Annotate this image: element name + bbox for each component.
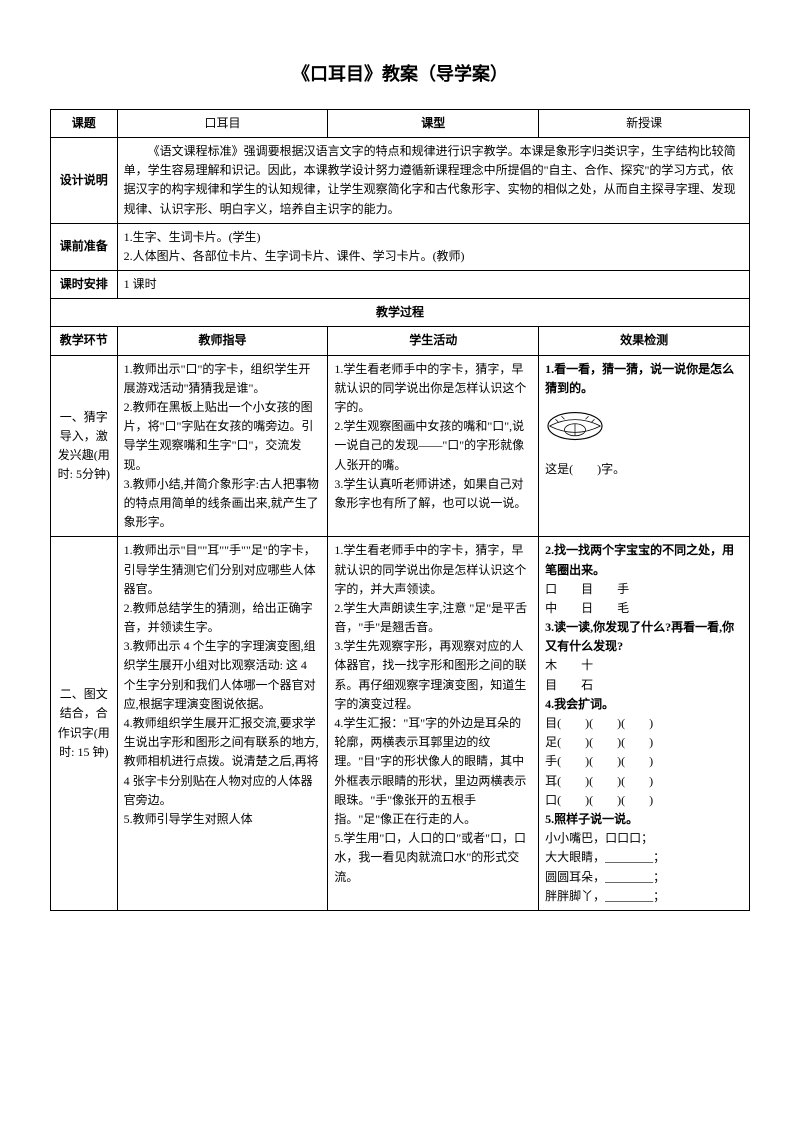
topic-value: 口耳目 xyxy=(117,109,328,137)
design-label: 设计说明 xyxy=(51,137,118,223)
process-header-row: 教学过程 xyxy=(51,299,750,327)
step2-chars1: 口 目 手 xyxy=(545,580,743,599)
step2-row: 二、图文结合，合作识字(用时: 15 钟) 1.教师出示"目""耳""手""足"… xyxy=(51,537,750,911)
topic-row: 课题 口耳目 课型 新授课 xyxy=(51,109,750,137)
schedule-label: 课时安排 xyxy=(51,271,118,299)
step2-say1: 小小嘴巴，口口口； xyxy=(545,829,743,848)
step2-say2: 大大眼睛，________； xyxy=(545,848,743,867)
step1-teacher: 1.教师出示"口"的字卡，组织学生开展游戏活动"猜猜我是谁"。 2.教师在黑板上… xyxy=(117,355,328,537)
topic-label: 课题 xyxy=(51,109,118,137)
step2-teacher: 1.教师出示"目""耳""手""足"的字卡，引导学生猜测它们分别对应哪些人体器官… xyxy=(117,537,328,911)
schedule-row: 课时安排 1 课时 xyxy=(51,271,750,299)
step1-check-l2: 这是( )字。 xyxy=(545,460,743,479)
step2-check-l3: 4.我会扩词。 xyxy=(545,695,743,714)
step2-ext2: 足( )( )( ) xyxy=(545,733,743,752)
col-check: 效果检测 xyxy=(539,327,750,355)
step2-title: 二、图文结合，合作识字(用时: 15 钟) xyxy=(51,537,118,911)
page-title: 《口耳目》教案（导学案） xyxy=(50,60,750,89)
mouth-icon xyxy=(545,406,743,452)
step2-chars2: 中 日 毛 xyxy=(545,599,743,618)
columns-row: 教学环节 教师指导 学生活动 效果检测 xyxy=(51,327,750,355)
schedule-value: 1 课时 xyxy=(117,271,749,299)
preclass-label: 课前准备 xyxy=(51,223,118,270)
step1-check: 1.看一看，猜一猜，说一说你是怎么猜到的。 这是( )字。 xyxy=(539,355,750,537)
step1-row: 一、猜字导入，激发兴趣(用时: 5分钟) 1.教师出示"口"的字卡，组织学生开展… xyxy=(51,355,750,537)
design-text: 《语文课程标准》强调要根据汉语言文字的特点和规律进行识字教学。本课是象形字归类识… xyxy=(117,137,749,223)
type-value: 新授课 xyxy=(539,109,750,137)
step2-ext3: 手( )( )( ) xyxy=(545,752,743,771)
step2-ext4: 耳( )( )( ) xyxy=(545,772,743,791)
step1-student: 1.学生看老师手中的字卡，猜字，早就认识的同学说出你是怎样认识这个字的。 2.学… xyxy=(328,355,539,537)
type-label: 课型 xyxy=(328,109,539,137)
step2-chars4: 目 石 xyxy=(545,676,743,695)
step2-student: 1.学生看老师手中的字卡，猜字，早就认识的同学说出你是怎样认识这个字的，并大声领… xyxy=(328,537,539,911)
step2-say4: 胖胖脚丫，________； xyxy=(545,887,743,906)
step2-say3: 圆圆耳朵，________； xyxy=(545,868,743,887)
preclass-text: 1.生字、生词卡片。(学生) 2.人体图片、各部位卡片、生字词卡片、课件、学习卡… xyxy=(117,223,749,270)
design-row: 设计说明 《语文课程标准》强调要根据汉语言文字的特点和规律进行识字教学。本课是象… xyxy=(51,137,750,223)
step1-title: 一、猜字导入，激发兴趣(用时: 5分钟) xyxy=(51,355,118,537)
step1-check-l1: 1.看一看，猜一猜，说一说你是怎么猜到的。 xyxy=(545,360,743,398)
step2-check: 2.找一找两个字宝宝的不同之处，用笔圈出来。 口 目 手 中 日 毛 3.读一读… xyxy=(539,537,750,911)
step2-chars3: 木 十 xyxy=(545,656,743,675)
step2-check-l4: 5.照样子说一说。 xyxy=(545,810,743,829)
step2-ext5: 口( )( )( ) xyxy=(545,791,743,810)
process-header: 教学过程 xyxy=(51,299,750,327)
col-teacher: 教师指导 xyxy=(117,327,328,355)
lesson-plan-table: 课题 口耳目 课型 新授课 设计说明 《语文课程标准》强调要根据汉语言文字的特点… xyxy=(50,109,750,911)
step2-ext1: 目( )( )( ) xyxy=(545,714,743,733)
col-step: 教学环节 xyxy=(51,327,118,355)
col-student: 学生活动 xyxy=(328,327,539,355)
preclass-line2: 2.人体图片、各部位卡片、生字词卡片、课件、学习卡片。(教师) xyxy=(124,247,743,266)
step2-check-l2: 3.读一读,你发现了什么?再看一看,你又有什么发现? xyxy=(545,618,743,656)
step2-check-l1: 2.找一找两个字宝宝的不同之处，用笔圈出来。 xyxy=(545,541,743,579)
preclass-line1: 1.生字、生词卡片。(学生) xyxy=(124,228,743,247)
preclass-row: 课前准备 1.生字、生词卡片。(学生) 2.人体图片、各部位卡片、生字词卡片、课… xyxy=(51,223,750,270)
